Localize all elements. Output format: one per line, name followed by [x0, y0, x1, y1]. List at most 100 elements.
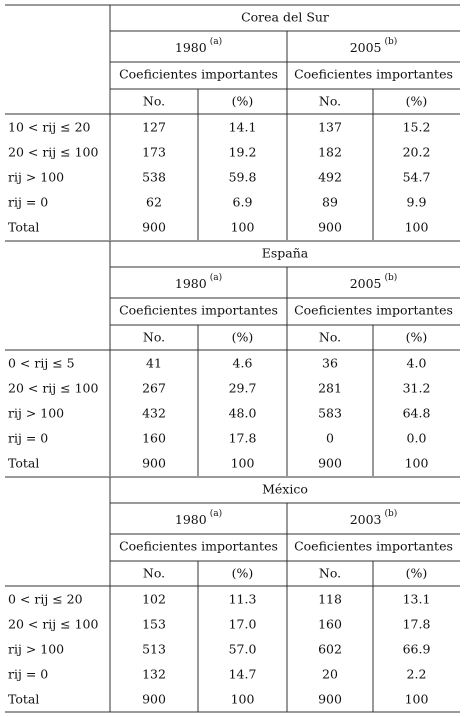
- row-label: rij > 100: [8, 406, 64, 421]
- cell: 66.9: [403, 642, 431, 657]
- cell: 15.2: [403, 120, 431, 135]
- cell: 62: [146, 195, 162, 210]
- row-label: Total: [8, 692, 39, 707]
- cell: 54.7: [403, 170, 431, 185]
- cell: 59.8: [229, 170, 257, 185]
- column-header: No.: [143, 330, 165, 345]
- cell: 0: [326, 431, 334, 446]
- cell: 102: [142, 592, 166, 607]
- cell: 173: [142, 145, 166, 160]
- cell: 64.8: [403, 406, 431, 421]
- cell: 160: [142, 431, 166, 446]
- period: 2005 (b): [350, 272, 398, 291]
- cell: 13.1: [403, 592, 431, 607]
- cell: 182: [318, 145, 342, 160]
- cell: 0.0: [407, 431, 427, 446]
- cell: 11.3: [229, 592, 257, 607]
- subheader: Coeficientes importantes: [294, 303, 453, 318]
- period: 2003 (b): [350, 508, 398, 527]
- subheader: Coeficientes importantes: [294, 539, 453, 554]
- country: México: [262, 482, 308, 497]
- cell: 432: [142, 406, 166, 421]
- cell: 900: [142, 692, 166, 707]
- cell: 153: [142, 617, 166, 632]
- cell: 17.0: [229, 617, 257, 632]
- cell: 48.0: [229, 406, 257, 421]
- column-header: No.: [319, 566, 341, 581]
- note: (b): [385, 36, 398, 47]
- cell: 20.2: [403, 145, 431, 160]
- cell: 36: [322, 356, 338, 371]
- column-header: No.: [143, 94, 165, 109]
- period: 1980 (a): [175, 508, 222, 527]
- note: (b): [385, 508, 398, 519]
- cell: 100: [405, 456, 429, 471]
- cell: 583: [318, 406, 342, 421]
- row-label: rij = 0: [8, 667, 48, 682]
- column-header: No.: [143, 566, 165, 581]
- cell: 100: [231, 220, 255, 235]
- cell: 9.9: [407, 195, 427, 210]
- row-label: 0 < rij ≤ 20: [8, 592, 83, 607]
- column-header: (%): [406, 566, 428, 581]
- cell: 4.0: [407, 356, 427, 371]
- cell: 20: [322, 667, 338, 682]
- row-label: rij > 100: [8, 170, 64, 185]
- cell: 900: [142, 220, 166, 235]
- cell: 57.0: [229, 642, 257, 657]
- column-header: No.: [319, 94, 341, 109]
- cell: 100: [231, 456, 255, 471]
- cell: 41: [146, 356, 162, 371]
- note: (a): [210, 508, 222, 519]
- subheader: Coeficientes importantes: [119, 303, 278, 318]
- column-header: (%): [232, 94, 254, 109]
- row-label: rij > 100: [8, 642, 64, 657]
- cell: 89: [322, 195, 338, 210]
- cell: 2.2: [407, 667, 427, 682]
- column-header: (%): [406, 330, 428, 345]
- column-header: (%): [232, 566, 254, 581]
- column-header: (%): [406, 94, 428, 109]
- cell: 513: [142, 642, 166, 657]
- year: 1980: [175, 276, 207, 291]
- note: (a): [210, 36, 222, 47]
- cell: 281: [318, 381, 342, 396]
- note: (a): [210, 272, 222, 283]
- cell: 19.2: [229, 145, 257, 160]
- cell: 17.8: [403, 617, 431, 632]
- row-label: Total: [8, 456, 39, 471]
- cell: 29.7: [229, 381, 257, 396]
- note: (b): [385, 272, 398, 283]
- cell: 900: [318, 220, 342, 235]
- year: 2005: [350, 40, 382, 55]
- cell: 538: [142, 170, 166, 185]
- cell: 900: [318, 692, 342, 707]
- subheader: Coeficientes importantes: [119, 539, 278, 554]
- period: 1980 (a): [175, 36, 222, 55]
- cell: 100: [231, 692, 255, 707]
- cell: 127: [142, 120, 166, 135]
- cell: 900: [142, 456, 166, 471]
- column-header: No.: [319, 330, 341, 345]
- cell: 14.7: [229, 667, 257, 682]
- cell: 160: [318, 617, 342, 632]
- cell: 132: [142, 667, 166, 682]
- row-label: rij = 0: [8, 431, 48, 446]
- row-label: 20 < rij ≤ 100: [8, 145, 99, 160]
- row-label: 0 < rij ≤ 5: [8, 356, 75, 371]
- row-label: 20 < rij ≤ 100: [8, 381, 99, 396]
- cell: 267: [142, 381, 166, 396]
- country: Corea del Sur: [241, 10, 329, 25]
- cell: 492: [318, 170, 342, 185]
- subheader: Coeficientes importantes: [119, 67, 278, 82]
- column-header: (%): [232, 330, 254, 345]
- period: 1980 (a): [175, 272, 222, 291]
- cell: 17.8: [229, 431, 257, 446]
- cell: 602: [318, 642, 342, 657]
- cell: 100: [405, 220, 429, 235]
- cell: 31.2: [403, 381, 431, 396]
- cell: 4.6: [233, 356, 253, 371]
- year: 1980: [175, 40, 207, 55]
- row-label: 20 < rij ≤ 100: [8, 617, 99, 632]
